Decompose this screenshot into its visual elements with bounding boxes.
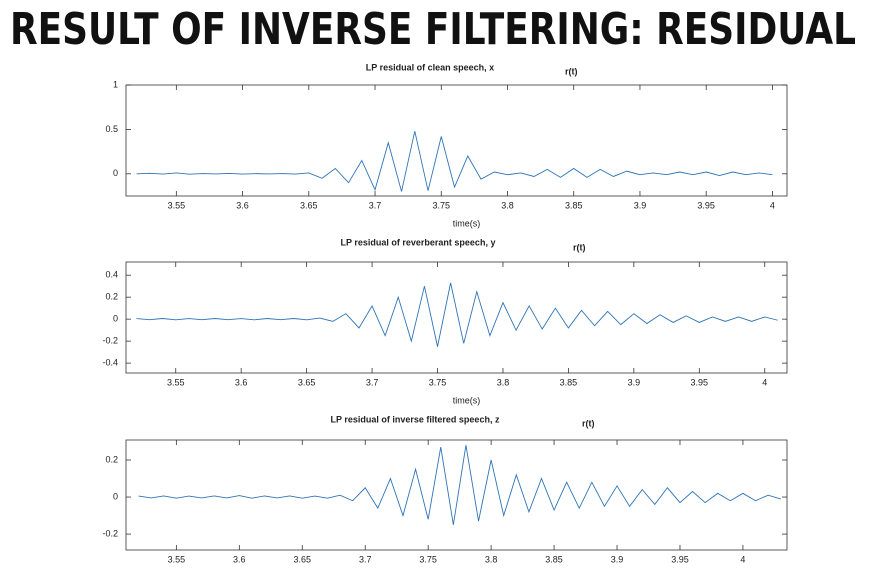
x-tick-label: 3.85 <box>560 377 578 387</box>
x-tick-label: 3.95 <box>671 554 689 564</box>
x-tick-label: 3.6 <box>235 377 248 387</box>
x-tick-label: 4 <box>770 200 775 210</box>
x-tick-label: 3.7 <box>369 200 382 210</box>
x-tick-label: 3.8 <box>501 200 514 210</box>
x-tick-label: 3.7 <box>359 554 372 564</box>
x-axis-label: time(s) <box>453 395 481 405</box>
title-subscript: r(t) <box>573 242 586 252</box>
x-tick-label: 3.9 <box>611 554 624 564</box>
x-tick-label: 3.9 <box>628 377 641 387</box>
signal-line <box>136 131 773 192</box>
x-tick-label: 3.75 <box>429 377 447 387</box>
x-tick-label: 3.75 <box>419 554 437 564</box>
x-tick-label: 4 <box>762 377 767 387</box>
plot-area <box>125 84 788 197</box>
y-tick-label: 0.5 <box>105 124 118 134</box>
x-tick-label: 3.55 <box>168 554 186 564</box>
x-tick-label: 3.7 <box>366 377 379 387</box>
y-tick-label: 0.4 <box>105 270 118 280</box>
y-tick-label: 0 <box>113 314 118 324</box>
signal-line <box>136 282 778 347</box>
x-tick-label: 3.95 <box>697 200 715 210</box>
x-axis-label: time(s) <box>453 218 481 228</box>
y-tick-label: -0.2 <box>102 528 118 538</box>
x-tick-label: 3.8 <box>497 377 510 387</box>
slide-title: RESULT OF INVERSE FILTERING: RESIDUAL <box>10 4 856 55</box>
x-tick-label: 3.75 <box>433 200 451 210</box>
x-tick-label: 3.6 <box>236 200 249 210</box>
x-tick-label: 3.65 <box>300 200 318 210</box>
x-tick-label: 3.55 <box>168 200 186 210</box>
y-tick-label: -0.2 <box>102 336 118 346</box>
x-tick-label: 3.65 <box>298 377 316 387</box>
x-tick-label: 3.85 <box>565 200 583 210</box>
x-tick-label: 3.95 <box>691 377 709 387</box>
chart-title: LP residual of reverberant speech, y <box>341 237 496 247</box>
signal-line <box>138 445 781 525</box>
y-tick-label: 0.2 <box>105 292 118 302</box>
title-subscript: r(t) <box>565 66 578 76</box>
y-tick-label: 0.2 <box>105 454 118 464</box>
x-tick-label: 3.55 <box>167 377 185 387</box>
x-tick-label: 3.8 <box>485 554 498 564</box>
chart-title: LP residual of clean speech, x <box>366 62 494 72</box>
x-tick-label: 3.65 <box>294 554 312 564</box>
y-tick-label: 1 <box>113 79 118 89</box>
plot-area <box>125 261 788 374</box>
x-tick-label: 3.85 <box>545 554 563 564</box>
y-tick-label: -0.4 <box>102 357 118 367</box>
x-tick-label: 3.6 <box>233 554 246 564</box>
x-tick-label: 3.9 <box>634 200 647 210</box>
y-tick-label: 0 <box>113 491 118 501</box>
title-subscript: r(t) <box>582 418 595 428</box>
plot-area <box>125 439 788 551</box>
chart-title: LP residual of inverse filtered speech, … <box>331 414 500 424</box>
x-tick-label: 4 <box>740 554 745 564</box>
y-tick-label: 0 <box>113 168 118 178</box>
